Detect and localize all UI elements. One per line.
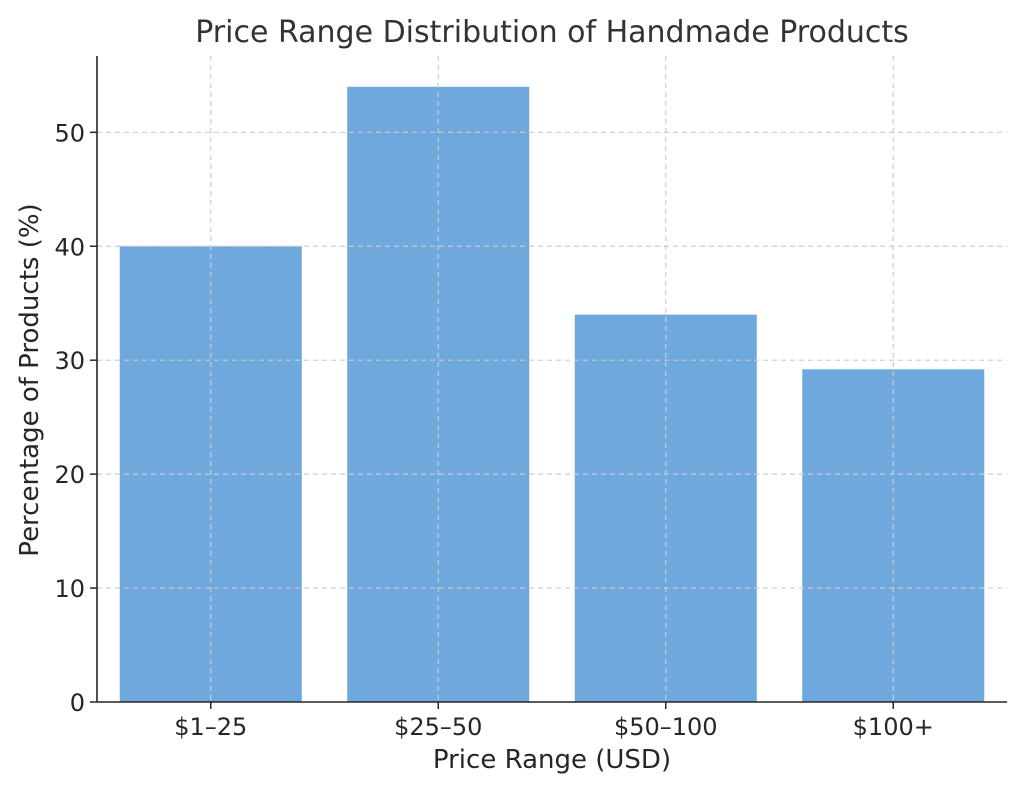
y-tick-label: 50 [54,119,85,147]
y-tick-label: 20 [54,461,85,489]
bars-layer [119,86,985,703]
y-tick-label: 30 [54,347,85,375]
ticks-layer: 0 10 20 30 40 50 $1–25 $25–50 $50–100 $100+ [54,119,933,741]
x-axis-label: Price Range (USD) [433,745,671,775]
y-tick-label: 10 [54,575,85,603]
x-tick-label: $50–100 [614,713,718,741]
y-tick-label: 0 [70,689,85,717]
axes-layer [96,56,1007,703]
x-tick-label: $100+ [853,713,934,741]
x-tick-label: $25–50 [394,713,482,741]
y-axis-label: Percentage of Products (%) [15,203,45,556]
x-tick-label: $1–25 [174,713,247,741]
chart-title: Price Range Distribution of Handmade Pro… [195,15,909,50]
grid-layer [97,56,1007,702]
y-tick-label: 40 [54,233,85,261]
